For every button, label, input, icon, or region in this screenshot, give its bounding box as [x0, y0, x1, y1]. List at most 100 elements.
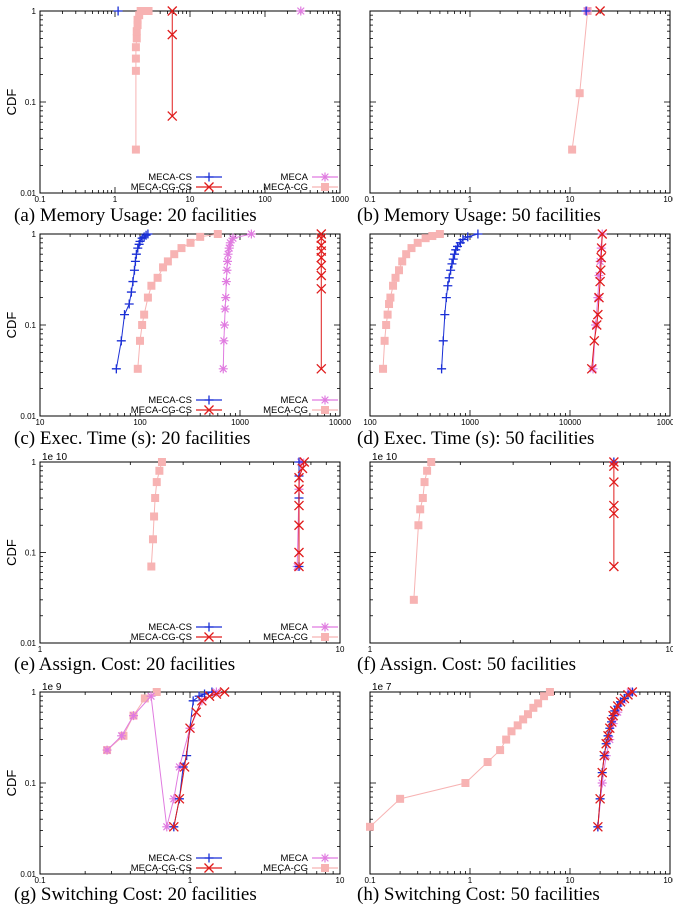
data-point — [396, 794, 405, 803]
series-meca-cg-cs — [586, 229, 608, 374]
data-point — [316, 283, 327, 294]
legend-marker — [321, 183, 329, 191]
y-tick-label: 0.01 — [20, 870, 36, 879]
y-tick-label: 0.01 — [20, 639, 36, 648]
x-tick-label: 100 — [258, 195, 272, 204]
data-point — [204, 691, 215, 702]
data-point — [196, 232, 205, 241]
y-tick-label: 0.01 — [20, 412, 36, 421]
data-point — [402, 250, 411, 259]
data-point — [463, 232, 473, 242]
data-point — [581, 6, 591, 16]
data-point — [294, 547, 304, 558]
data-point — [163, 257, 172, 266]
x-tick-label: 10 — [666, 645, 673, 654]
data-point — [219, 336, 229, 346]
legend-label: MECA-CS — [148, 622, 192, 633]
data-point — [420, 478, 429, 487]
data-point — [428, 232, 437, 241]
legend-marker — [204, 172, 214, 182]
data-point — [413, 238, 422, 247]
x-tick-label: 10 — [566, 876, 575, 885]
data-point — [150, 512, 159, 521]
legend-marker — [321, 864, 329, 872]
data-point — [395, 266, 404, 275]
y-tick-label: 1 — [32, 458, 37, 467]
legend-marker — [320, 172, 330, 182]
data-point — [140, 694, 149, 703]
data-point — [316, 260, 327, 271]
exponent-label: 1e 7 — [372, 682, 392, 693]
data-point — [168, 821, 179, 832]
data-point — [155, 466, 164, 475]
data-point — [523, 710, 532, 719]
data-point — [220, 304, 230, 314]
data-point — [294, 520, 304, 531]
data-point — [131, 249, 141, 259]
legend-marker — [320, 395, 330, 405]
data-point — [147, 562, 156, 571]
data-point — [496, 746, 505, 755]
y-tick-label: 0.1 — [25, 779, 37, 788]
legend-marker — [320, 853, 330, 863]
data-point — [167, 6, 178, 16]
data-point — [297, 463, 308, 474]
data-point — [427, 458, 436, 466]
series-meca-cg-cs — [167, 6, 178, 122]
legend-label: MECA-CS — [148, 395, 192, 406]
data-point — [592, 821, 603, 832]
data-point — [382, 321, 391, 329]
data-point — [612, 701, 623, 712]
data-point — [178, 762, 188, 772]
data-point — [627, 687, 638, 697]
data-point — [128, 277, 138, 287]
data-point — [595, 793, 606, 804]
data-point — [111, 364, 121, 374]
x-tick-label: 100 — [133, 418, 147, 427]
data-point — [601, 738, 612, 749]
data-point — [447, 259, 457, 269]
data-point — [147, 281, 156, 290]
series-meca-cg-cs — [316, 229, 327, 374]
series-meca-cg — [147, 458, 166, 571]
data-point — [196, 695, 207, 706]
x-tick-label: 1000 — [331, 195, 349, 204]
data-point — [608, 477, 619, 488]
series-line — [591, 233, 603, 369]
y-axis-label: CDF — [4, 312, 19, 339]
x-tick-label: 1 — [468, 876, 473, 885]
data-point — [423, 466, 432, 475]
data-point — [507, 727, 516, 736]
data-point — [316, 240, 327, 251]
panel-e-caption: (e) Assign. Cost: 20 facilities — [14, 654, 236, 675]
data-point — [386, 293, 395, 302]
data-point — [316, 363, 327, 374]
data-point — [597, 767, 608, 778]
data-point — [441, 293, 451, 303]
data-point — [129, 265, 139, 275]
legend-marker — [204, 622, 214, 632]
data-point — [437, 364, 447, 374]
data-point — [116, 336, 126, 346]
series-line — [106, 691, 217, 827]
x-tick-label: 10 — [566, 195, 575, 204]
x-tick-label: 100 — [663, 195, 673, 204]
data-point — [596, 243, 607, 254]
data-point — [294, 500, 304, 511]
data-point — [380, 336, 389, 345]
data-point — [458, 235, 468, 245]
y-tick-label: 1 — [32, 7, 37, 16]
exponent-label: 1e 10 — [42, 452, 67, 463]
data-point — [575, 89, 584, 98]
x-tick-label: 10 — [336, 876, 345, 885]
series-meca-cg-cs — [592, 687, 638, 832]
data-point — [435, 230, 444, 238]
data-point — [133, 364, 142, 373]
data-point — [595, 265, 606, 276]
data-point — [461, 779, 470, 787]
x-tick-label: 0.1 — [34, 876, 46, 885]
y-tick-label: 0.1 — [25, 98, 37, 107]
data-point — [366, 822, 374, 831]
